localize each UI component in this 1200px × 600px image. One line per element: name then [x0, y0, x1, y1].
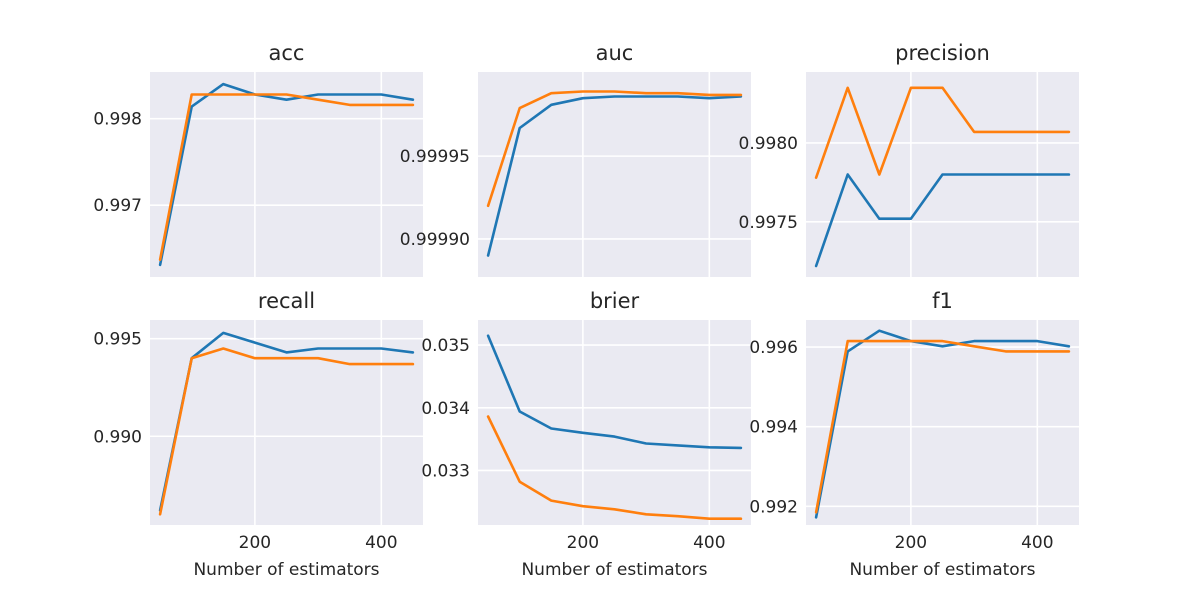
- plot-area: [806, 320, 1079, 525]
- x-tick-label: 400: [365, 533, 397, 553]
- series-line-1: [814, 329, 1071, 519]
- subplot-title: recall: [258, 289, 315, 313]
- series-line-2: [158, 347, 415, 516]
- x-tick-label: 200: [239, 533, 271, 553]
- x-tick-label: 200: [895, 533, 927, 553]
- subplot-title: precision: [895, 41, 990, 65]
- plot-area: [478, 320, 751, 525]
- y-tick-label: 0.990: [93, 427, 142, 447]
- y-tick-label: 0.034: [421, 399, 470, 419]
- subplot-acc: acc 0.997 0.998: [93, 41, 423, 277]
- series-line-2: [486, 415, 743, 521]
- series-line-2: [486, 90, 743, 208]
- series-line-2: [814, 86, 1071, 179]
- y-tick-label: 0.995: [93, 330, 142, 350]
- subplot-title: auc: [596, 41, 634, 65]
- y-tick-label: 0.9975: [739, 213, 798, 233]
- subplot-title: acc: [269, 41, 305, 65]
- y-tick-label: 0.998: [93, 110, 142, 130]
- y-tick-label: 0.99990: [400, 230, 470, 250]
- series-line-2: [158, 93, 415, 262]
- x-axis-label: Number of estimators: [849, 560, 1035, 580]
- y-tick-label: 0.99995: [400, 147, 470, 167]
- y-tick-label: 0.996: [749, 338, 798, 358]
- x-tick-label: 400: [693, 533, 725, 553]
- subplot-auc: auc 0.99990 0.99995: [400, 41, 751, 277]
- y-tick-label: 0.997: [93, 196, 142, 216]
- subplot-title: brier: [590, 289, 640, 313]
- subplot-recall: recall 0.990 0.995 200 400 Number of estimato…: [93, 289, 423, 580]
- subplot-title: f1: [932, 289, 953, 313]
- x-tick-label: 400: [1021, 533, 1053, 553]
- series-line-1: [158, 82, 415, 267]
- y-tick-label: 0.035: [421, 336, 470, 356]
- y-tick-label: 0.992: [749, 497, 798, 517]
- subplot-f1: f1 0.992 0.994 0.996 200 400 Number of estimat…: [749, 289, 1079, 580]
- subplot-brier: brier 0.033 0.034 0.035 200 400 Number of esti…: [421, 289, 751, 580]
- y-tick-label: 0.9980: [739, 134, 798, 154]
- y-tick-label: 0.994: [749, 418, 798, 438]
- x-axis-label: Number of estimators: [521, 560, 707, 580]
- subplot-precision: precision 0.9975 0.9980: [739, 41, 1079, 277]
- y-tick-label: 0.033: [421, 461, 470, 481]
- series-line-1: [158, 331, 415, 512]
- x-tick-label: 200: [567, 533, 599, 553]
- x-axis-label: Number of estimators: [193, 560, 379, 580]
